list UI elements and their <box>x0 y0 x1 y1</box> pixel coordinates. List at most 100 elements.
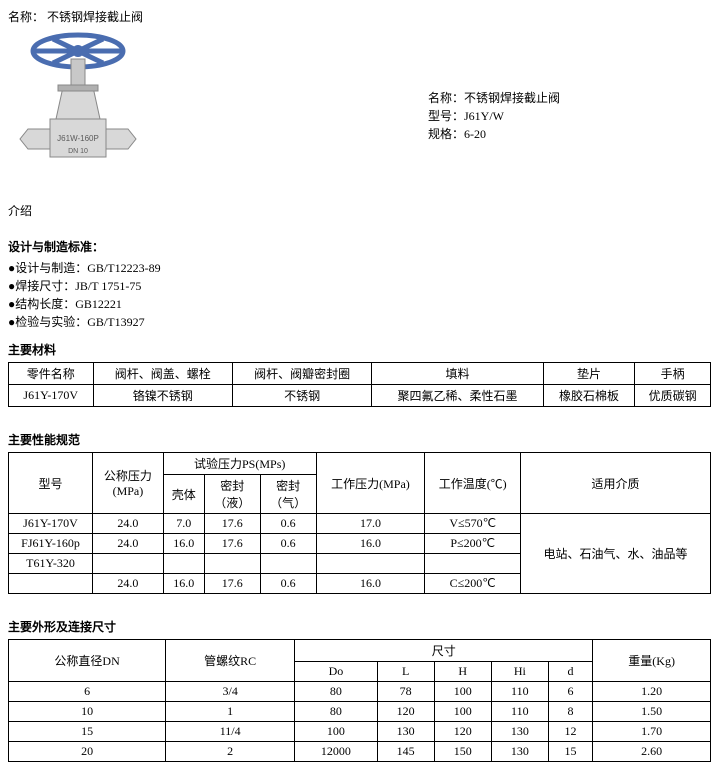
cell <box>9 574 93 594</box>
cell: 1 <box>166 702 295 722</box>
cell: 12 <box>548 722 592 742</box>
cell: 80 <box>295 702 377 722</box>
cell: 1.50 <box>593 702 711 722</box>
materials-title: 主要材料 <box>8 341 711 358</box>
cell: 阀杆、阀盖、螺栓 <box>93 363 232 385</box>
cell: J61Y-170V <box>9 514 93 534</box>
cell <box>260 554 316 574</box>
table-row: 15 11/4 100 130 120 130 12 1.70 <box>9 722 711 742</box>
cell: Do <box>295 662 377 682</box>
cell <box>316 554 425 574</box>
cell: 公称压力 (MPa) <box>93 453 164 514</box>
cell: 15 <box>548 742 592 762</box>
cell: 16.0 <box>163 574 204 594</box>
cell: 试验压力PS(MPs) <box>163 453 316 475</box>
cell: 1.70 <box>593 722 711 742</box>
table-row: J61Y-170V 24.0 7.0 17.6 0.6 17.0 V≤570℃ … <box>9 514 711 534</box>
cell: 0.6 <box>260 574 316 594</box>
info-block: 名称：不锈钢焊接截止阀 型号：J61Y/W 规格：6-20 <box>428 89 560 194</box>
cell: 3/4 <box>166 682 295 702</box>
cell: 0.6 <box>260 534 316 554</box>
cell: 手柄 <box>635 363 711 385</box>
cell: 填料 <box>372 363 543 385</box>
perf-table: 型号 公称压力 (MPa) 试验压力PS(MPs) 工作压力(MPa) 工作温度… <box>8 452 711 594</box>
cell: 型号 <box>9 453 93 514</box>
cell: 110 <box>491 702 548 722</box>
cell: 电站、石油气、水、油品等 <box>520 514 710 594</box>
cell: 公称直径DN <box>9 640 166 682</box>
cell: 适用介质 <box>520 453 710 514</box>
table-row: 公称直径DN 管螺纹RC 尺寸 重量(Kg) <box>9 640 711 662</box>
cell: 重量(Kg) <box>593 640 711 682</box>
intro-label: 介绍 <box>8 202 711 220</box>
cell: d <box>548 662 592 682</box>
cell: 12000 <box>295 742 377 762</box>
table-row: 20 2 12000 145 150 130 15 2.60 <box>9 742 711 762</box>
cell <box>425 554 521 574</box>
cell: C≤200℃ <box>425 574 521 594</box>
cell: 145 <box>377 742 434 762</box>
cell: 不锈钢 <box>232 385 371 407</box>
cell: 24.0 <box>93 574 164 594</box>
svg-text:J61W-160P: J61W-160P <box>57 134 99 143</box>
cell: 150 <box>434 742 491 762</box>
cell: 24.0 <box>93 534 164 554</box>
cell: 17.6 <box>204 574 260 594</box>
perf-title: 主要性能规范 <box>8 431 711 448</box>
table-row: 零件名称 阀杆、阀盖、螺栓 阀杆、阀瓣密封圈 填料 垫片 手柄 <box>9 363 711 385</box>
materials-table: 零件名称 阀杆、阀盖、螺栓 阀杆、阀瓣密封圈 填料 垫片 手柄 J61Y-170… <box>8 362 711 407</box>
cell: 0.6 <box>260 514 316 534</box>
dims-table: 公称直径DN 管螺纹RC 尺寸 重量(Kg) Do L H Hi d 6 3/4… <box>8 639 711 762</box>
cell: 管螺纹RC <box>166 640 295 682</box>
cell: 16.0 <box>316 574 425 594</box>
cell: 阀杆、阀瓣密封圈 <box>232 363 371 385</box>
cell: 17.0 <box>316 514 425 534</box>
page-title: 名称： 不锈钢焊接截止阀 <box>8 8 711 25</box>
cell: 11/4 <box>166 722 295 742</box>
cell: 100 <box>434 682 491 702</box>
table-row: J61Y-170V 铬镍不锈钢 不锈钢 聚四氟乙稀、柔性石墨 橡胶石棉板 优质碳… <box>9 385 711 407</box>
cell: 120 <box>434 722 491 742</box>
cell: 10 <box>9 702 166 722</box>
cell: 120 <box>377 702 434 722</box>
cell: FJ61Y-160p <box>9 534 93 554</box>
name-label: 名称： <box>8 10 44 24</box>
cell: 壳体 <box>163 475 204 514</box>
cell: 8 <box>548 702 592 722</box>
cell: H <box>434 662 491 682</box>
cell: 130 <box>491 722 548 742</box>
svg-text:DN 10: DN 10 <box>68 148 88 155</box>
cell: J61Y-170V <box>9 385 94 407</box>
cell: V≤570℃ <box>425 514 521 534</box>
cell: 24.0 <box>93 514 164 534</box>
cell: 7.0 <box>163 514 204 534</box>
cell: 17.6 <box>204 534 260 554</box>
cell: 15 <box>9 722 166 742</box>
cell: 橡胶石棉板 <box>543 385 635 407</box>
cell: 6 <box>9 682 166 702</box>
info-name: 名称：不锈钢焊接截止阀 <box>428 89 560 107</box>
cell: 密封 （气） <box>260 475 316 514</box>
cell: 工作压力(MPa) <box>316 453 425 514</box>
name-value: 不锈钢焊接截止阀 <box>47 10 143 24</box>
design-std-title: 设计与制造标准： <box>8 238 711 255</box>
std-line-2: ●结构长度：GB12221 <box>8 295 711 313</box>
cell <box>93 554 164 574</box>
table-row: 6 3/4 80 78 100 110 6 1.20 <box>9 682 711 702</box>
cell: 聚四氟乙稀、柔性石墨 <box>372 385 543 407</box>
cell: 1.20 <box>593 682 711 702</box>
cell: 16.0 <box>163 534 204 554</box>
cell: T61Y-320 <box>9 554 93 574</box>
cell: 密封 （液） <box>204 475 260 514</box>
cell: 130 <box>377 722 434 742</box>
std-line-0: ●设计与制造：GB/T12223-89 <box>8 259 711 277</box>
valve-icon: J61W-160P DN 10 <box>8 29 178 189</box>
std-line-3: ●检验与实验：GB/T13927 <box>8 313 711 331</box>
cell: 优质碳钢 <box>635 385 711 407</box>
cell: L <box>377 662 434 682</box>
cell: 16.0 <box>316 534 425 554</box>
cell: 尺寸 <box>295 640 593 662</box>
cell: 80 <box>295 682 377 702</box>
cell: 110 <box>491 682 548 702</box>
cell: 工作温度(℃) <box>425 453 521 514</box>
